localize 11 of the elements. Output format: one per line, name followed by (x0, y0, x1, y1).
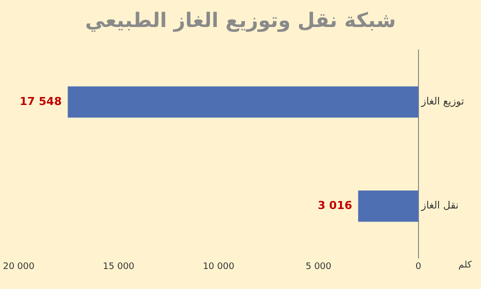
x-tick-label: 20 000 (2, 262, 35, 272)
x-tick-label: 10 000 (202, 262, 235, 272)
chart-title: شبكة نقل وتوزيع الغاز الطبيعي (85, 8, 396, 32)
x-axis-title: كلم (458, 260, 472, 271)
x-tick-label: 5 000 (306, 262, 332, 272)
data-label: 17 548 (20, 94, 62, 108)
y-tick-label: نقل الغاز (420, 200, 459, 212)
y-tick-label: توزيع الغاز (420, 96, 464, 108)
x-tick-label: 15 000 (102, 262, 135, 272)
x-tick-label: 0 (416, 262, 422, 272)
data-label: 3 016 (318, 199, 352, 212)
